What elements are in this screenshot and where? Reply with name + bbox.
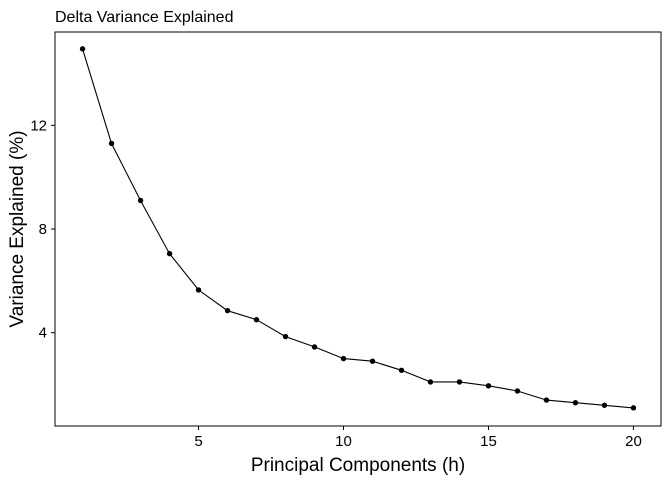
data-point <box>630 405 637 411</box>
data-point <box>108 140 115 147</box>
data-point <box>601 402 608 408</box>
series-line <box>81 48 634 409</box>
data-point <box>253 317 260 323</box>
data-point <box>369 358 376 364</box>
x-tick-label: 10 <box>335 433 352 450</box>
x-axis-title: Principal Components (h) <box>251 455 465 476</box>
x-tick-label: 15 <box>480 433 497 450</box>
data-point <box>311 344 318 350</box>
series-layer <box>79 46 637 411</box>
data-point <box>514 388 521 394</box>
data-point <box>195 287 202 293</box>
data-point <box>137 197 144 204</box>
data-point <box>79 46 86 52</box>
chart-title: Delta Variance Explained <box>55 9 233 26</box>
y-axis: 4 8 12 <box>30 117 55 342</box>
data-point <box>166 250 173 257</box>
y-tick-label: 12 <box>30 117 47 134</box>
x-tick-label: 20 <box>625 433 642 450</box>
data-point <box>572 399 579 406</box>
data-point <box>282 333 289 340</box>
x-axis: 5 10 15 20 <box>194 426 642 450</box>
data-point <box>340 355 347 362</box>
data-point <box>543 397 550 403</box>
y-tick-label: 4 <box>39 325 47 342</box>
x-tick-label: 5 <box>194 433 202 450</box>
data-point <box>224 307 231 314</box>
data-point <box>456 379 463 385</box>
plot-panel-border <box>54 31 662 427</box>
data-point <box>398 367 405 373</box>
y-axis-title: Variance Explained (%) <box>7 130 28 327</box>
data-point <box>427 379 434 385</box>
y-tick-label: 8 <box>39 221 47 238</box>
data-point <box>485 383 492 389</box>
